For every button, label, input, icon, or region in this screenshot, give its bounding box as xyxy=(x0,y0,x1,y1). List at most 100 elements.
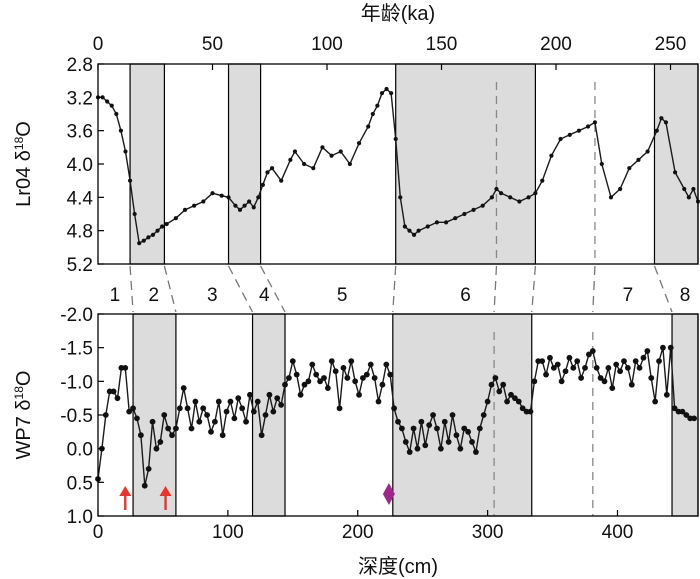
connector-line-0 xyxy=(129,265,134,313)
bot-data-point xyxy=(683,412,690,418)
bot-data-point xyxy=(609,385,616,391)
bot-data-point xyxy=(102,412,109,418)
top-data-point xyxy=(160,224,165,229)
bot-data-point xyxy=(352,378,359,385)
top-data-point xyxy=(627,166,632,171)
bot-y-tick-label: -0.5 xyxy=(60,406,93,427)
top-data-point xyxy=(233,203,238,208)
bot-data-point xyxy=(161,412,168,418)
top-data-point xyxy=(155,228,160,233)
top-data-point xyxy=(462,211,467,217)
panel-connector-lines xyxy=(129,265,673,313)
top-data-point xyxy=(237,207,243,212)
bot-data-point xyxy=(660,344,666,351)
bot-data-point xyxy=(317,378,323,385)
stage-label-7: 7 xyxy=(623,285,634,306)
stage-label-4: 4 xyxy=(259,285,270,306)
bot-data-point xyxy=(282,381,288,388)
top-data-point xyxy=(411,232,417,237)
stage-label-3: 3 xyxy=(207,285,218,306)
bot-data-point xyxy=(441,418,448,425)
top-data-point xyxy=(636,157,641,162)
bot-data-point xyxy=(414,445,421,452)
bot-data-point xyxy=(632,358,639,365)
bot-data-point xyxy=(605,364,612,371)
bot-data-point xyxy=(223,408,230,415)
top-data-point xyxy=(384,86,389,92)
bot-data-point xyxy=(293,371,300,378)
bot-data-point xyxy=(504,398,510,405)
top-data-point xyxy=(549,153,554,158)
top-data-point xyxy=(443,220,449,225)
top-data-point xyxy=(416,228,421,233)
top-data-point xyxy=(320,145,325,150)
top-data-point xyxy=(260,182,265,187)
bot-data-point xyxy=(130,405,136,412)
bot-x-tick-label: 400 xyxy=(602,522,634,543)
top-data-point xyxy=(370,111,375,117)
bot-data-point xyxy=(184,405,191,412)
top-data-point xyxy=(508,195,513,200)
bot-data-point xyxy=(656,358,662,365)
connector-line-1 xyxy=(163,265,177,313)
stage-label-5: 5 xyxy=(337,285,348,306)
top-data-point xyxy=(453,216,458,221)
bot-data-point xyxy=(527,408,534,415)
bot-data-point xyxy=(324,385,331,391)
top-data-point xyxy=(526,195,531,200)
bot-data-point xyxy=(488,381,495,388)
bot-data-point xyxy=(157,439,164,445)
top-data-point xyxy=(682,186,687,192)
top-data-point xyxy=(173,216,178,221)
top-data-point xyxy=(567,132,572,137)
bot-data-point xyxy=(200,405,207,412)
bot-data-point xyxy=(550,364,557,371)
bot-data-point xyxy=(204,412,210,418)
top-data-point xyxy=(256,195,261,200)
top-data-point xyxy=(311,166,316,171)
bot-data-point xyxy=(360,375,366,381)
top-data-point xyxy=(219,193,224,198)
bot-data-point xyxy=(410,425,417,432)
top-data-point xyxy=(434,220,440,225)
top-data-point xyxy=(407,228,412,233)
bot-data-point xyxy=(247,391,253,398)
top-y-tick-label: 5.2 xyxy=(67,255,93,276)
bot-data-point xyxy=(258,432,265,439)
bot-data-point xyxy=(332,368,339,375)
bot-data-point xyxy=(398,425,405,432)
top-data-point xyxy=(201,199,206,204)
connector-line-8 xyxy=(592,265,596,313)
top-data-point xyxy=(182,207,188,212)
top-x-tick-label: 150 xyxy=(426,34,458,55)
bot-shaded-band-0 xyxy=(132,313,177,517)
bot-y-tick-label: -1.0 xyxy=(60,372,93,393)
top-data-point xyxy=(686,195,691,200)
top-x-axis-label: 年龄(ka) xyxy=(361,2,435,25)
bot-data-point xyxy=(126,408,133,415)
bot-data-point xyxy=(274,395,281,402)
bot-data-point xyxy=(566,354,573,361)
top-data-point xyxy=(279,178,284,183)
connector-line-3 xyxy=(260,265,286,313)
bot-data-point xyxy=(387,371,394,378)
top-data-point xyxy=(302,161,307,167)
bot-data-point xyxy=(379,381,386,388)
bot-data-point xyxy=(266,391,273,398)
bot-data-point xyxy=(430,412,436,418)
bot-data-point xyxy=(363,371,370,378)
bot-data-point xyxy=(180,385,187,391)
bot-data-point xyxy=(153,445,160,452)
top-data-point xyxy=(141,238,146,243)
bot-data-point xyxy=(134,415,140,422)
bot-data-point xyxy=(297,391,304,398)
top-data-point xyxy=(672,170,678,175)
bot-data-point xyxy=(519,405,526,412)
mis-stage-labels: 1 2 3 4 5 6 7 8 xyxy=(110,285,691,306)
top-data-point xyxy=(164,221,169,227)
top-data-point xyxy=(366,124,371,129)
bot-data-point xyxy=(375,398,382,405)
top-data-point xyxy=(288,157,293,162)
top-data-point xyxy=(375,103,380,108)
